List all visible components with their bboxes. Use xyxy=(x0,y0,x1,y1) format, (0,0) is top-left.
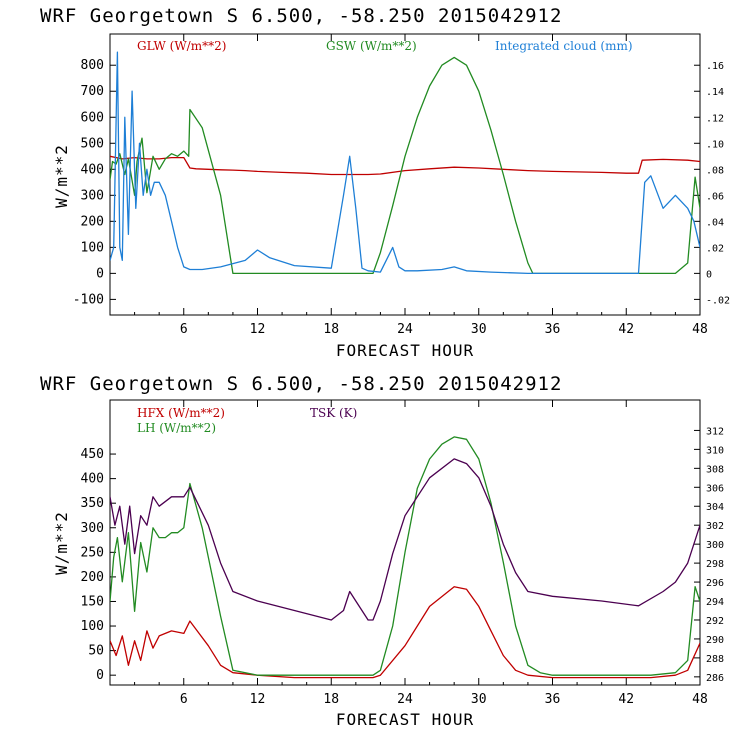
y2-tick-label: .10 xyxy=(706,139,724,150)
y2-tick-label: 0 xyxy=(706,269,712,280)
series-line-integrated xyxy=(110,51,700,275)
y-tick-label: 50 xyxy=(88,644,104,659)
y-tick-label: 200 xyxy=(81,570,104,585)
bottom-plot-frame xyxy=(109,399,701,686)
y-tick-label: 600 xyxy=(81,110,104,125)
y2-tick-label: 310 xyxy=(706,445,724,456)
x-tick-label: 12 xyxy=(250,322,266,337)
x-tick-label: 36 xyxy=(545,322,561,337)
y2-tick-label: .02 xyxy=(706,243,724,254)
y2-tick-label: 290 xyxy=(706,635,724,646)
y-tick-label: 200 xyxy=(81,214,104,229)
top-panel: WRF Georgetown S 6.500, -58.250 20150429… xyxy=(40,5,730,360)
top-legend-glw: GLW (W/m**2) xyxy=(137,39,226,53)
bottom-legend-hfx: HFX (W/m**2) xyxy=(137,406,225,420)
bottom-legend-lh: LH (W/m**2) xyxy=(137,421,216,435)
x-tick-label: 36 xyxy=(545,692,561,707)
y-tick-label: 350 xyxy=(81,496,104,511)
y2-tick-label: .08 xyxy=(706,165,724,176)
bottom-left-axis-ticks: 0 50 100 150 200 250 300 350 400 450 xyxy=(81,447,116,683)
y2-tick-label: 302 xyxy=(706,521,724,532)
x-tick-label: 48 xyxy=(692,322,708,337)
y-tick-label: 500 xyxy=(81,136,104,151)
series-line-tsk xyxy=(110,458,700,621)
series-line-lh xyxy=(110,436,700,676)
y2-tick-label: 300 xyxy=(706,540,724,551)
y2-tick-label: 312 xyxy=(706,426,724,437)
y2-tick-label: .06 xyxy=(706,191,724,202)
y-tick-label: 300 xyxy=(81,521,104,536)
y2-tick-label: 298 xyxy=(706,559,724,570)
x-tick-label: 18 xyxy=(323,692,339,707)
y-tick-label: 400 xyxy=(81,162,104,177)
series-line-glw xyxy=(110,155,700,176)
y2-tick-label: .16 xyxy=(706,61,724,72)
bottom-right-axis-ticks: 286 288 290 292 294 296 298 300 302 304 306 308 310 3… xyxy=(694,426,724,684)
y-tick-label: 0 xyxy=(96,266,104,281)
y-tick-label: 800 xyxy=(81,58,104,73)
series-line-gsw xyxy=(110,56,700,275)
y-tick-label: 150 xyxy=(81,594,104,609)
x-tick-label: 42 xyxy=(618,692,634,707)
y-tick-label: 100 xyxy=(81,240,104,255)
x-tick-label: 18 xyxy=(323,322,339,337)
y-tick-label: 300 xyxy=(81,188,104,203)
y-tick-label: 0 xyxy=(96,668,104,683)
y2-tick-label: 308 xyxy=(706,464,724,475)
y-tick-label: 450 xyxy=(81,447,104,462)
y2-tick-label: 306 xyxy=(706,483,724,494)
bottom-legend-tsk: TSK (K) xyxy=(310,406,357,420)
bottom-chart-title: WRF Georgetown S 6.500, -58.250 20150429… xyxy=(40,373,562,395)
y2-tick-label: 286 xyxy=(706,673,724,684)
x-tick-label: 30 xyxy=(471,322,487,337)
bottom-panel: WRF Georgetown S 6.500, -58.250 20150429… xyxy=(40,373,724,729)
y-tick-label: 250 xyxy=(81,545,104,560)
top-x-axis-label: FORECAST HOUR xyxy=(336,341,474,360)
series-line-hfx xyxy=(110,586,700,679)
x-tick-label: 48 xyxy=(692,692,708,707)
x-tick-label: 24 xyxy=(397,322,413,337)
y2-tick-label: 294 xyxy=(706,597,724,608)
top-left-axis-ticks: -100 0 100 200 300 400 500 600 700 800 xyxy=(73,58,116,307)
y-tick-label: 400 xyxy=(81,472,104,487)
x-tick-label: 6 xyxy=(180,692,188,707)
y2-tick-label: 304 xyxy=(706,502,724,513)
bottom-x-axis-label: FORECAST HOUR xyxy=(336,710,474,729)
bottom-y-axis-label: W/m**2 xyxy=(52,511,71,575)
y2-tick-label: .04 xyxy=(706,217,724,228)
y2-tick-label: -.02 xyxy=(706,295,730,306)
y-tick-label: 100 xyxy=(81,619,104,634)
top-x-axis-ticks: 6 12 18 24 30 36 42 48 xyxy=(134,34,708,337)
x-tick-label: 24 xyxy=(397,692,413,707)
y2-tick-label: 292 xyxy=(706,616,724,627)
y2-tick-label: 296 xyxy=(706,578,724,589)
bottom-x-axis-ticks: 6 12 18 24 30 36 42 48 xyxy=(134,400,708,707)
top-chart-title: WRF Georgetown S 6.500, -58.250 20150429… xyxy=(40,5,562,27)
y2-tick-label: .14 xyxy=(706,87,724,98)
x-tick-label: 42 xyxy=(618,322,634,337)
bottom-series-group xyxy=(110,436,700,679)
top-series-group xyxy=(110,51,700,275)
top-legend-cloud: Integrated cloud (mm) xyxy=(495,39,633,53)
top-y-axis-label: W/m**2 xyxy=(52,144,71,208)
x-tick-label: 30 xyxy=(471,692,487,707)
x-tick-label: 6 xyxy=(180,322,188,337)
y-tick-label: -100 xyxy=(73,292,104,307)
y2-tick-label: 288 xyxy=(706,654,724,665)
top-right-axis-ticks: -.02 0 .02 .04 .06 .08 .10 .12 .14 .16 xyxy=(694,61,730,306)
x-tick-label: 12 xyxy=(250,692,266,707)
y-tick-label: 700 xyxy=(81,84,104,99)
y2-tick-label: .12 xyxy=(706,113,724,124)
top-legend-gsw: GSW (W/m**2) xyxy=(326,39,417,53)
